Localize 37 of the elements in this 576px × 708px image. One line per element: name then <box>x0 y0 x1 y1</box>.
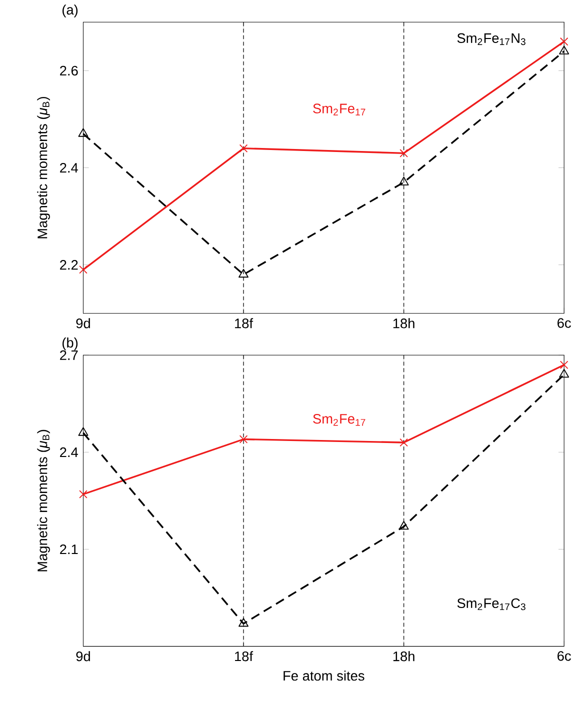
point <box>78 427 88 436</box>
series-label: Sm$_{2}$Fe$_{17}$ <box>313 414 366 426</box>
y-tick-label: 2.6 <box>60 66 78 76</box>
point <box>559 368 570 378</box>
y-tick-label: 2.1 <box>60 544 78 554</box>
y-tick-label: 2.4 <box>60 447 78 457</box>
point <box>78 128 88 137</box>
point <box>559 46 570 54</box>
x-tick-label: 6c <box>558 651 572 661</box>
x-tick-label: 18f <box>235 651 254 662</box>
text: (a) <box>62 4 78 18</box>
point <box>400 149 408 158</box>
text: (b) <box>62 338 78 350</box>
text: Sm$_{2}$Fe$_{17}$N$_{3}$ <box>457 33 526 46</box>
x-tick-label: 6c <box>558 318 572 328</box>
x-tick-label: 18h <box>393 651 414 662</box>
x-axis-title: Fe atom sites <box>284 670 364 681</box>
point <box>79 266 88 274</box>
y-tick-label: 2.2 <box>60 260 78 270</box>
x-tick-label: 18h <box>393 318 414 328</box>
point <box>79 490 88 498</box>
y-tick-label: 2.7 <box>60 350 78 360</box>
point <box>239 144 248 152</box>
point <box>238 618 249 627</box>
x-tick-label: 18f <box>235 318 254 328</box>
point <box>398 176 409 186</box>
point <box>239 435 248 444</box>
point <box>560 37 568 46</box>
point <box>398 520 409 530</box>
x-tick-label: 9d <box>76 651 90 662</box>
x-tick-label: 9d <box>76 318 90 328</box>
point <box>560 360 568 369</box>
point <box>400 438 408 447</box>
y-tick-label: 2.4 <box>60 162 78 173</box>
point <box>238 268 249 278</box>
text: Sm$_{2}$Fe$_{17}$C$_{3}$ <box>457 598 526 610</box>
text: Sm$_{2}$Fe$_{17}$ <box>313 104 366 116</box>
